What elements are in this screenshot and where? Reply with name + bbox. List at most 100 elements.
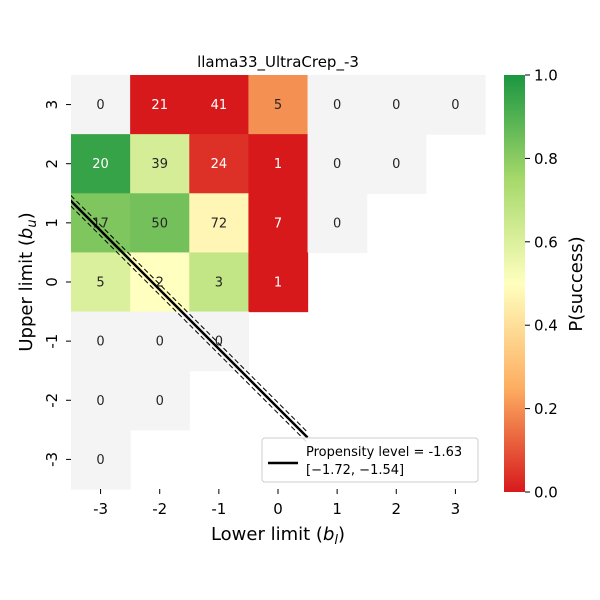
cell-count-label: 0 [96, 98, 104, 113]
cell-count-label: 1 [274, 275, 282, 290]
cell-count-label: 0 [333, 216, 341, 231]
heatmap-cell [130, 75, 190, 135]
y-axis-label: Upper limit (bu) [16, 212, 40, 351]
y-axis-ticks: 3 2 1 0 -1 -2 -3 [43, 100, 71, 467]
cell-count-label: 5 [96, 275, 104, 290]
propensity-line-main [71, 199, 309, 439]
y-axis-label-sub: u [25, 219, 40, 227]
y-tick-label: -1 [43, 334, 61, 349]
y-tick-label: 3 [43, 100, 61, 110]
colorbar-tick-label: 0.4 [534, 317, 558, 335]
cell-count-label: 0 [392, 157, 400, 172]
colorbar-tick-label: 0.2 [534, 400, 558, 418]
heatmap-cell [71, 370, 131, 431]
colorbar-tick-label: 0.8 [534, 150, 558, 168]
legend-box [261, 437, 479, 483]
cell-count-label: 0 [392, 98, 400, 113]
x-tick-label: -3 [93, 500, 108, 518]
x-axis-ticks: -3 -2 -1 0 1 2 3 [93, 489, 460, 518]
cell-count-label: 0 [333, 157, 341, 172]
cell-count-label: 39 [151, 157, 168, 172]
cell-count-label: 0 [96, 394, 104, 409]
heatmap-cell [130, 370, 190, 431]
cell-count-label: 0 [156, 394, 164, 409]
cell-count-label: 2 [156, 275, 164, 290]
y-tick-label: 2 [43, 159, 61, 169]
heatmap-cell [248, 134, 309, 194]
legend-label: Propensity level = -1.63 [306, 445, 462, 460]
cell-count-label: 0 [156, 335, 164, 350]
cell-count-label: 0 [333, 98, 341, 113]
cell-count-label: 3 [215, 275, 223, 290]
heatmap-cell [307, 134, 368, 194]
heatmap-cell [71, 75, 131, 135]
x-axis-label-var: b [323, 524, 334, 545]
cell-count-label: 7 [274, 216, 282, 231]
heatmap-cell [130, 193, 190, 254]
x-axis-label-sub: l [334, 533, 338, 548]
heatmap-cell [130, 134, 190, 194]
heatmap-cell [307, 193, 368, 254]
y-axis-label-close: ) [16, 212, 37, 219]
heatmap-cell [189, 252, 250, 313]
cell-count-label: 21 [151, 98, 168, 113]
x-axis-label: Lower limit (bl) [211, 524, 345, 548]
colorbar-tick-label: 0.0 [534, 484, 558, 502]
propensity-ci-upper [71, 194, 308, 433]
x-tick-label: -1 [211, 500, 226, 518]
heatmap-cell [189, 134, 250, 194]
y-tick-label: 1 [43, 218, 61, 228]
heatmap-cell [307, 75, 368, 135]
heatmap-cell [248, 193, 309, 254]
heatmap-cell [71, 134, 131, 194]
heatmap-cell [425, 75, 486, 135]
cell-count-label: 1 [274, 157, 282, 172]
colorbar-tick-label: 1.0 [534, 67, 558, 85]
y-tick-label: -2 [43, 393, 61, 408]
x-axis-label-close: ) [338, 524, 345, 545]
heatmap-cell [71, 252, 131, 313]
colorbar-tick-label: 0.6 [534, 233, 558, 251]
heatmap-cell [130, 252, 190, 313]
cell-count-label: 50 [151, 216, 168, 231]
cell-count-label: 24 [211, 157, 228, 172]
x-tick-label: 1 [332, 500, 342, 518]
propensity-lines [71, 194, 309, 444]
x-tick-label: -2 [152, 500, 167, 518]
propensity-ci-lower [71, 205, 308, 444]
heatmap-cell [189, 75, 250, 135]
heatmap-cell [130, 311, 190, 372]
y-axis-label-text: Upper limit ( [16, 239, 37, 352]
legend-ci: [−1.72, −1.54] [306, 463, 404, 478]
x-tick-label: 0 [273, 500, 283, 518]
heatmap-cell [71, 429, 131, 490]
colorbar-gradient [504, 75, 525, 492]
heatmap-cell [189, 311, 250, 372]
cell-count-label: 0 [96, 335, 104, 350]
heatmap-cell [71, 311, 131, 372]
y-axis-label-var: b [16, 228, 37, 239]
colorbar: 0.0 0.2 0.4 0.6 0.8 1.0 P(success) [504, 67, 587, 502]
cell-count-label: 41 [211, 98, 228, 113]
heatmap-cells [71, 75, 486, 490]
colorbar-label: P(success) [566, 236, 587, 331]
cell-count-label: 0 [215, 335, 223, 350]
cell-count-label: 20 [92, 157, 109, 172]
cell-count-label: 0 [451, 98, 459, 113]
chart-title: llama33_UltraCrep_-3 [197, 53, 359, 72]
y-tick-label: 0 [43, 277, 61, 287]
legend: Propensity level = -1.63 [−1.72, −1.54] [261, 437, 479, 483]
cell-count-label: 0 [96, 453, 104, 468]
heatmap-cell [366, 134, 427, 194]
x-tick-label: 3 [451, 500, 461, 518]
heatmap-cell [248, 75, 309, 135]
cell-count-label: 72 [211, 216, 228, 231]
heatmap-cell [71, 193, 131, 254]
heatmap-cell [248, 252, 309, 313]
heatmap-cell [366, 75, 427, 135]
x-axis-label-text: Lower limit ( [211, 524, 323, 545]
cell-count-label: 5 [274, 98, 282, 113]
colorbar-ticks: 0.0 0.2 0.4 0.6 0.8 1.0 [525, 67, 558, 502]
heatmap-cell [189, 193, 250, 254]
